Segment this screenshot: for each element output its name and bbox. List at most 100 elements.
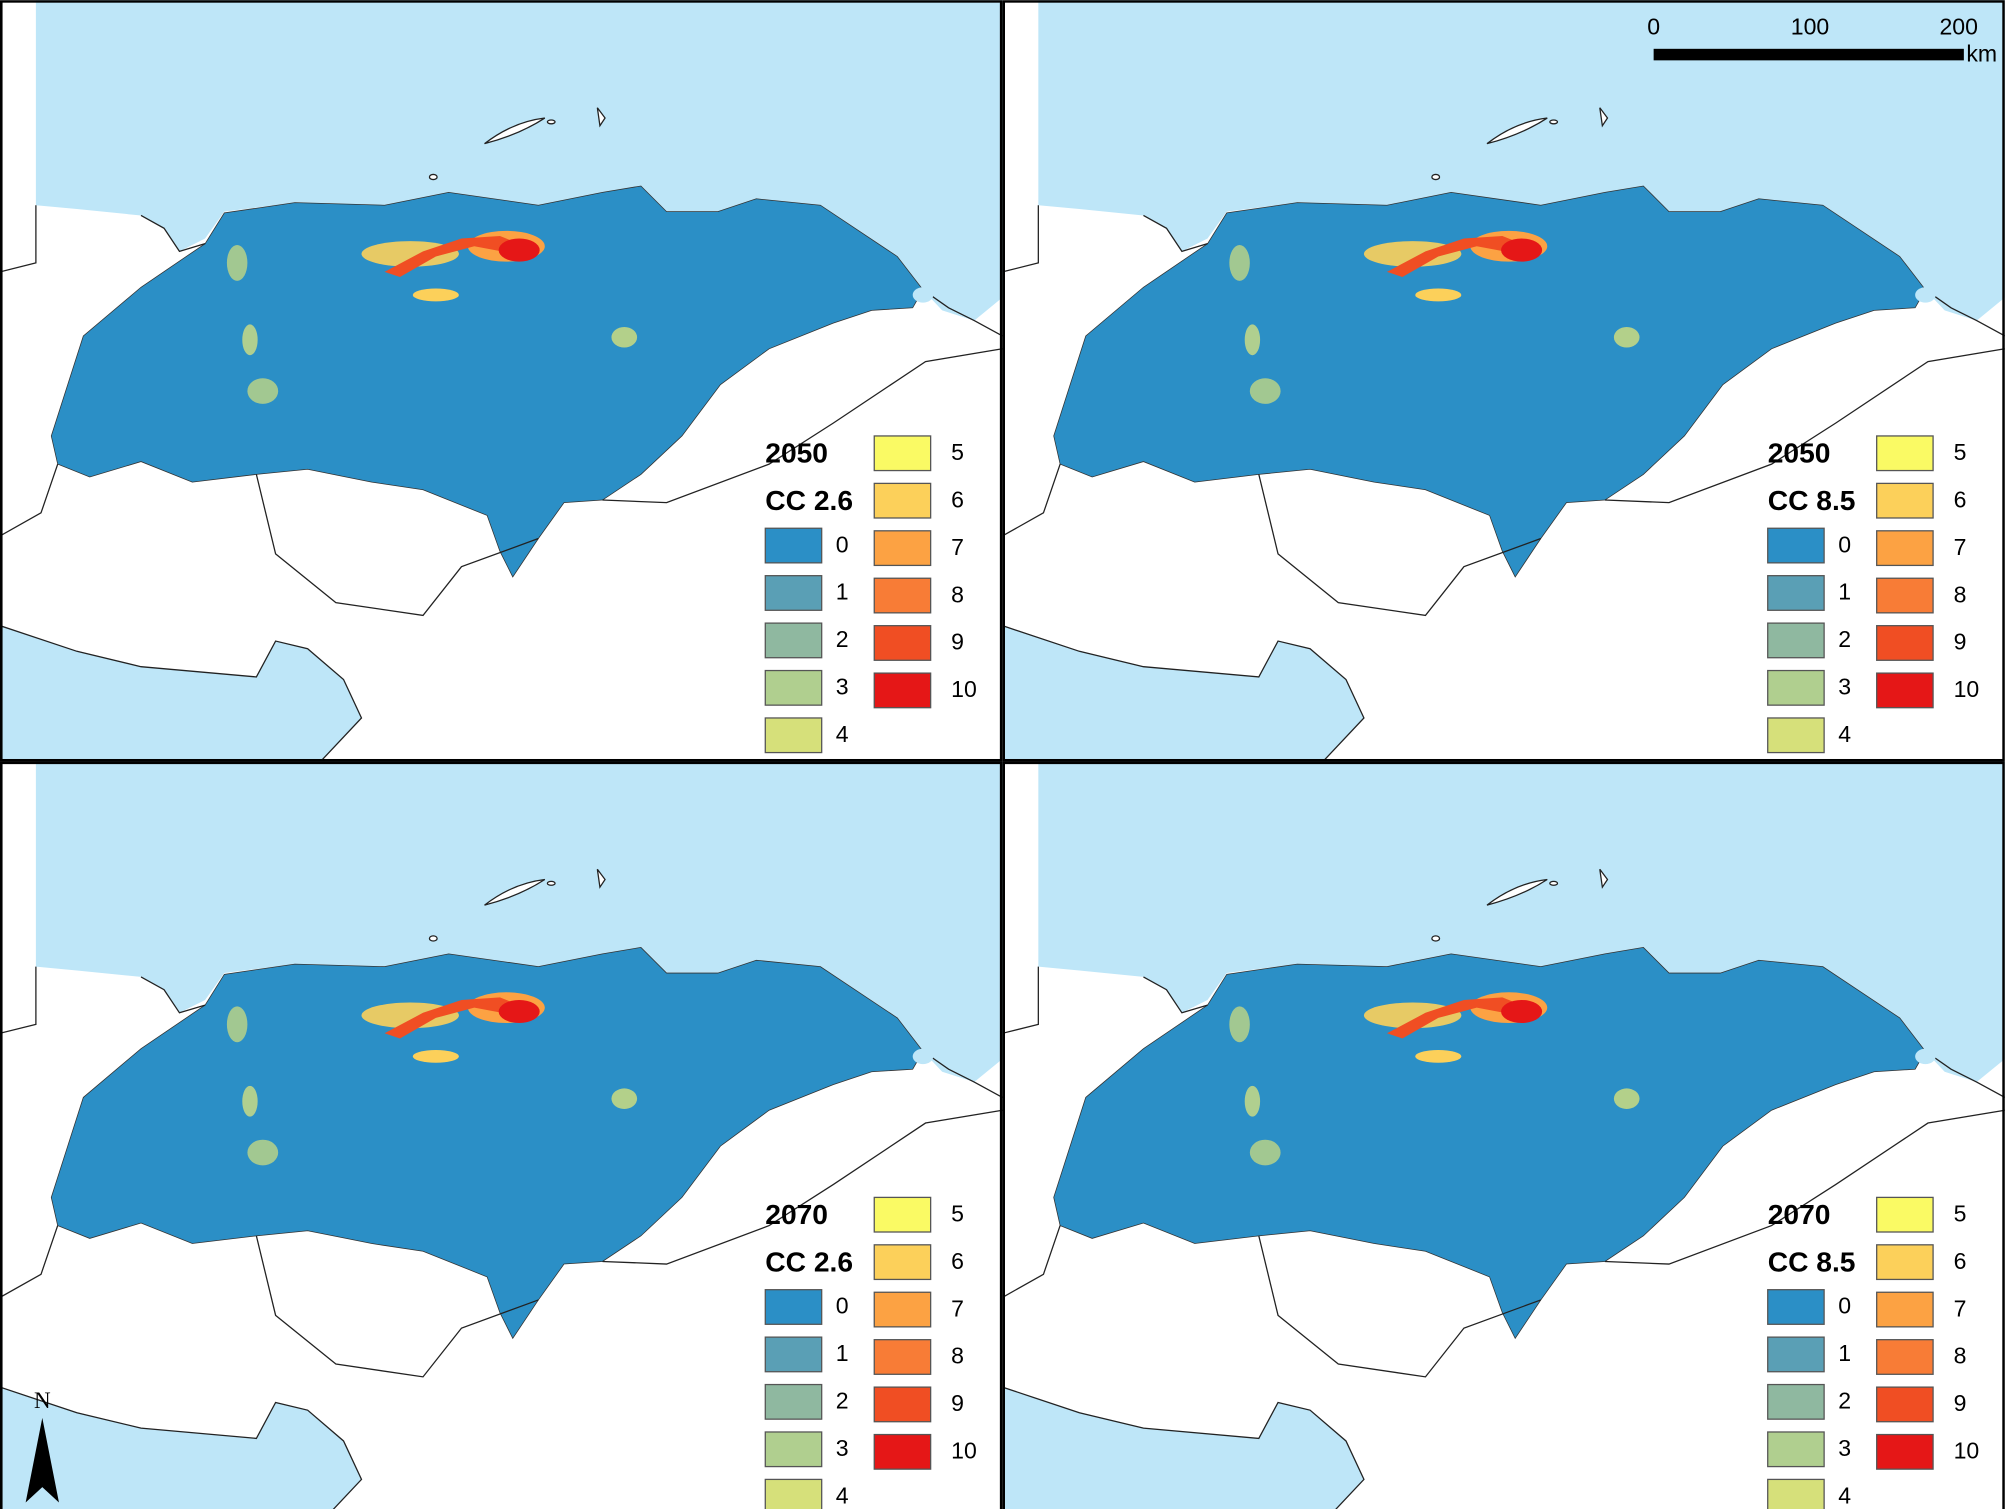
legend-label: 5: [951, 439, 964, 465]
map-panel: 2070 CC 2.6 0 1 2 3 4 5 6 7 8 9 10 N: [0, 761, 1003, 1509]
legend-label: 8: [1954, 581, 1967, 607]
legend-label: 4: [1838, 1482, 1851, 1508]
legend-label: 2: [836, 626, 849, 652]
legend-swatch: [873, 530, 932, 567]
legend-swatch: [1876, 1196, 1934, 1233]
legend-label: 3: [1838, 1435, 1851, 1461]
legend-label: 2: [836, 1388, 849, 1414]
legend-label: 1: [1838, 1340, 1851, 1366]
panel-border: [0, 761, 1003, 1509]
legend-label: 7: [1954, 534, 1967, 560]
legend-label: 5: [1954, 1200, 1967, 1226]
north-label: N: [34, 1387, 51, 1413]
legend-label: 5: [951, 1200, 964, 1226]
map-panel: 2070 CC 8.5 0 1 2 3 4 5 6 7 8 9 10: [1002, 761, 2005, 1509]
legend-swatch: [764, 1289, 823, 1325]
legend-label: 10: [1954, 1438, 1980, 1464]
scale-bar-label: 100: [1791, 13, 1829, 39]
legend-label: 3: [1838, 674, 1851, 700]
legend-swatch: [1876, 482, 1934, 519]
legend-swatch: [1767, 1336, 1825, 1373]
map: [0, 761, 1003, 1509]
map: [1002, 761, 2005, 1509]
legend-swatch: [873, 625, 932, 661]
legend-year: 2050: [765, 437, 828, 469]
legend-scenario: CC 8.5: [1768, 1246, 1856, 1278]
legend-swatch: [764, 1478, 823, 1509]
legend-label: 2: [1838, 626, 1851, 652]
legend-swatch: [1767, 1431, 1825, 1468]
legend-swatch: [1876, 435, 1934, 472]
legend-swatch: [873, 1244, 932, 1281]
legend-year: 2070: [765, 1198, 828, 1230]
scale-bar-bar: [1653, 48, 1964, 61]
legend-label: 5: [1954, 439, 1967, 465]
legend-label: 9: [951, 1390, 964, 1416]
north-arrow: N: [25, 1387, 59, 1503]
legend-swatch: [1876, 1244, 1934, 1281]
legend-swatch: [1767, 622, 1825, 659]
legend-swatch: [1876, 1339, 1934, 1375]
legend-swatch: [1876, 1291, 1934, 1328]
legend-label: 1: [1838, 579, 1851, 605]
legend-label: 9: [1954, 1390, 1967, 1416]
legend-label: 0: [1838, 531, 1851, 557]
legend-swatch: [1767, 1289, 1825, 1325]
legend-swatch: [873, 1339, 932, 1375]
legend-label: 10: [1954, 676, 1980, 702]
legend-label: 2: [1838, 1388, 1851, 1414]
legend-swatch: [1767, 669, 1825, 706]
map-panel: 2050 CC 2.6 0 1 2 3 4 5 6 7 8 9 10: [0, 0, 1003, 762]
legend-label: 6: [951, 1248, 964, 1274]
legend-scenario: CC 2.6: [765, 1246, 853, 1278]
legend-label: 6: [951, 486, 964, 512]
legend-label: 4: [1838, 721, 1851, 747]
legend-swatch: [1876, 1386, 1934, 1423]
map: [1002, 0, 2005, 762]
legend-label: 10: [951, 1438, 977, 1464]
scale-bar-label: 0: [1647, 13, 1660, 39]
legend-label: 8: [1954, 1343, 1967, 1369]
legend-swatch: [873, 482, 932, 519]
north-arrow-shape: [25, 1417, 59, 1503]
legend-label: 7: [951, 1295, 964, 1321]
legend-label: 0: [1838, 1293, 1851, 1319]
legend-swatch: [1767, 527, 1825, 564]
legend-swatch: [1876, 672, 1934, 709]
legend-swatch: [873, 1196, 932, 1233]
legend-label: 1: [836, 579, 849, 605]
panel-border: [1002, 761, 2005, 1509]
legend-label: 8: [951, 1343, 964, 1369]
legend-swatch: [873, 672, 932, 709]
panel-border: [0, 0, 1003, 762]
legend-label: 9: [951, 629, 964, 655]
legend-swatch: [1876, 530, 1934, 567]
legend-swatch: [873, 435, 932, 472]
legend-year: 2050: [1768, 437, 1831, 469]
legend-swatch: [1876, 577, 1934, 614]
legend-year: 2070: [1768, 1198, 1831, 1230]
panel-border: [1002, 0, 2005, 762]
legend-label: 3: [836, 674, 849, 700]
legend-swatch: [873, 1386, 932, 1423]
legend-label: 0: [836, 531, 849, 557]
legend-swatch: [764, 527, 823, 564]
legend-scenario: CC 2.6: [765, 484, 853, 516]
legend-label: 6: [1954, 1248, 1967, 1274]
legend-swatch: [1767, 575, 1825, 611]
legend-label: 7: [1954, 1295, 1967, 1321]
scale-bar-unit: km: [1966, 40, 1997, 66]
legend-swatch: [764, 622, 823, 659]
legend-swatch: [764, 1431, 823, 1468]
legend-label: 10: [951, 676, 977, 702]
legend-label: 3: [836, 1435, 849, 1461]
scale-bar-label: 200: [1939, 13, 1977, 39]
legend-swatch: [873, 1433, 932, 1470]
legend-label: 7: [951, 534, 964, 560]
legend-swatch: [1876, 625, 1934, 661]
legend-swatch: [1767, 717, 1825, 754]
legend-swatch: [764, 669, 823, 706]
